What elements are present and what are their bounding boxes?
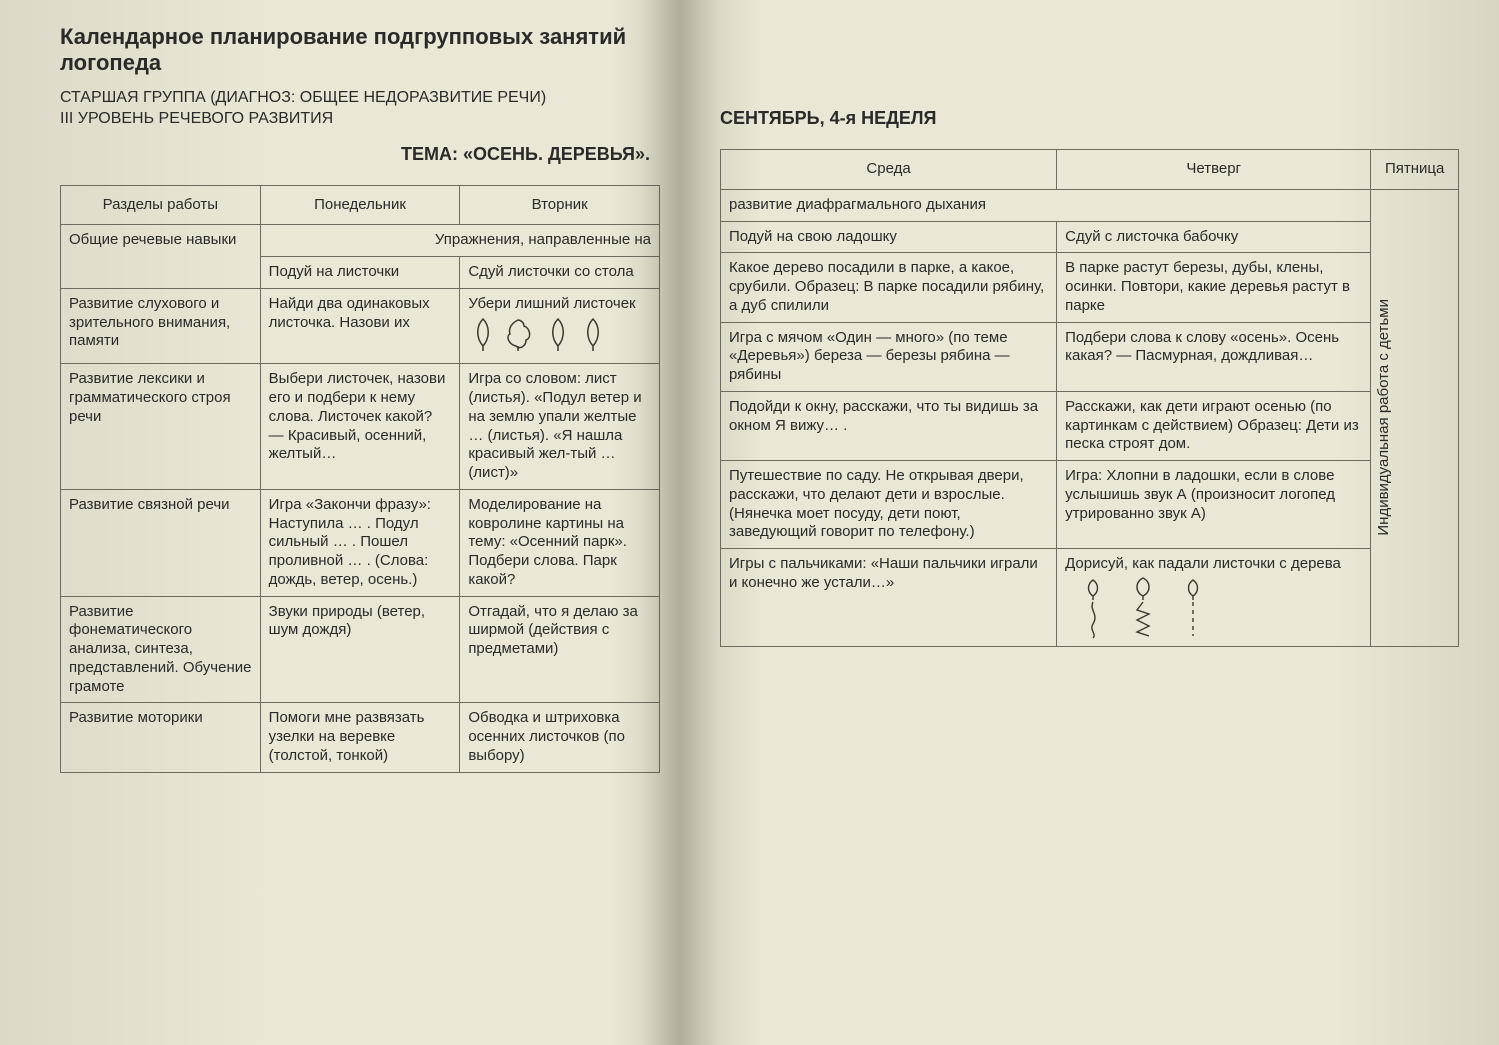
row-label-speech-skills: Общие речевые навыки: [61, 225, 261, 289]
cell-thu-draw-falling-leaves-text: Дорисуй, как падали листочки с дерева: [1065, 555, 1341, 572]
schedule-table-right: Среда Четверг Пятница развитие диафрагма…: [720, 149, 1459, 647]
spine-shadow-left: [640, 0, 680, 1045]
col-header-sections: Разделы работы: [61, 185, 261, 225]
col-header-thursday: Четверг: [1057, 150, 1371, 190]
cell-mon-finish-phrase: Игра «Закончи фразу»: Наступила … . Поду…: [260, 489, 460, 596]
theme-label: ТЕМА: «ОСЕНЬ. ДЕРЕВЬЯ».: [60, 144, 660, 165]
schedule-table-left: Разделы работы Понедельник Вторник Общие…: [60, 185, 660, 773]
table-header-row: Среда Четверг Пятница: [721, 150, 1459, 190]
cell-thu-draw-falling-leaves: Дорисуй, как падали листочки с дерева: [1057, 549, 1371, 647]
table-row: Развитие фонематического анализа, синтез…: [61, 596, 660, 703]
subtitle-line-1: СТАРШАЯ ГРУППА (ДИАГНОЗ: ОБЩЕЕ НЕДОРАЗВИ…: [60, 88, 660, 109]
cell-tue-remove-extra-leaf-text: Убери лишний листочек: [468, 295, 635, 312]
row-label-phonemic: Развитие фонематического анализа, синтез…: [61, 596, 261, 703]
cell-tue-trace-leaves: Обводка и штриховка осенних листочков (п…: [460, 703, 660, 772]
table-row: Путешествие по саду. Не открывая двери, …: [721, 461, 1459, 549]
cell-tue-guess-behind-screen: Отгадай, что я делаю за ширмой (действия…: [460, 596, 660, 703]
col-header-wednesday: Среда: [721, 150, 1057, 190]
cell-mon-find-leaves: Найди два одинаковых листочка. Назови их: [260, 288, 460, 364]
table-row: развитие диафрагмального дыхания Индивид…: [721, 189, 1459, 221]
week-date-label: СЕНТЯБРЬ, 4-я НЕДЕЛЯ: [720, 108, 1459, 129]
cell-mon-pick-leaf-words: Выбери листочек, назови его и подбери к …: [260, 364, 460, 490]
subtitle-line-2: III УРОВЕНЬ РЕЧЕВОГО РАЗВИТИЯ: [60, 109, 660, 130]
table-header-row: Разделы работы Понедельник Вторник: [61, 185, 660, 225]
table-row: Какое дерево посадили в парке, а какое, …: [721, 253, 1459, 322]
cell-wed-finger-games: Игры с пальчиками: «Наши пальчики играли…: [721, 549, 1057, 647]
row-label-attention-memory: Развитие слухового и зрительного внимани…: [61, 288, 261, 364]
friday-vertical-label: Индивидуальная работа с детьми: [1371, 295, 1398, 540]
cell-wed-window-view: Подойди к окну, расскажи, что ты видишь …: [721, 391, 1057, 460]
cell-wed-blow-palm: Подуй на свою ладошку: [721, 221, 1057, 253]
table-row: Подуй на свою ладошку Сдуй с листочка ба…: [721, 221, 1459, 253]
table-row: Развитие связной речи Игра «Закончи фраз…: [61, 489, 660, 596]
cell-wed-ball-game: Игра с мячом «Один — много» (по теме «Де…: [721, 322, 1057, 391]
cell-mon-blow-leaves: Подуй на листочки: [260, 257, 460, 289]
group-diagnosis-block: СТАРШАЯ ГРУППА (ДИАГНОЗ: ОБЩЕЕ НЕДОРАЗВИ…: [60, 88, 660, 130]
cell-wed-garden-journey: Путешествие по саду. Не открывая двери, …: [721, 461, 1057, 549]
row-label-connected-speech: Развитие связной речи: [61, 489, 261, 596]
exercises-span-right: развитие диафрагмального дыхания: [721, 189, 1371, 221]
cell-thu-kids-autumn-play: Расскажи, как дети играют осенью (по кар…: [1057, 391, 1371, 460]
table-row: Развитие моторики Помоги мне развязать у…: [61, 703, 660, 772]
leaf-icons-row: [468, 314, 618, 358]
table-row: Развитие лексики и грамматического строя…: [61, 364, 660, 490]
col-header-tuesday: Вторник: [460, 185, 660, 225]
col-header-friday: Пятница: [1371, 150, 1459, 190]
cell-thu-park-trees: В парке растут березы, дубы, клены, осин…: [1057, 253, 1371, 322]
table-row: Игра с мячом «Один — много» (по теме «Де…: [721, 322, 1459, 391]
exercises-span-left: Упражнения, направленные на: [260, 225, 659, 257]
col-header-monday: Понедельник: [260, 185, 460, 225]
table-row: Развитие слухового и зрительного внимани…: [61, 288, 660, 364]
cell-thu-autumn-words: Подбери слова к слову «осень». Осень как…: [1057, 322, 1371, 391]
cell-tue-carpet-modeling: Моделирование на ковролине картины на те…: [460, 489, 660, 596]
book-spread: Календарное планирование подгрупповых за…: [0, 0, 1499, 1045]
table-row: Игры с пальчиками: «Наши пальчики играли…: [721, 549, 1459, 647]
falling-leaves-doodle-icon: [1065, 574, 1245, 640]
cell-mon-untie-knots: Помоги мне развязать узелки на веревке (…: [260, 703, 460, 772]
cell-tue-word-game-leaf: Игра со словом: лист (листья). «Подул ве…: [460, 364, 660, 490]
friday-merged-cell: Индивидуальная работа с детьми: [1371, 189, 1459, 646]
cell-mon-nature-sounds: Звуки природы (ветер, шум дождя): [260, 596, 460, 703]
right-page: СЕНТЯБРЬ, 4-я НЕДЕЛЯ Среда Четверг Пятни…: [680, 0, 1499, 1045]
spine-shadow-right: [680, 0, 720, 1045]
left-page: Календарное планирование подгрупповых за…: [0, 0, 680, 1045]
row-label-motor-skills: Развитие моторики: [61, 703, 261, 772]
cell-thu-blow-butterfly: Сдуй с листочка бабочку: [1057, 221, 1371, 253]
table-row: Общие речевые навыки Упражнения, направл…: [61, 225, 660, 257]
page-title: Календарное планирование подгрупповых за…: [60, 24, 660, 76]
table-row: Подойди к окну, расскажи, что ты видишь …: [721, 391, 1459, 460]
row-label-lexis-grammar: Развитие лексики и грамматического строя…: [61, 364, 261, 490]
cell-wed-which-tree: Какое дерево посадили в парке, а какое, …: [721, 253, 1057, 322]
cell-tue-blow-leaves-table: Сдуй листочки со стола: [460, 257, 660, 289]
cell-tue-remove-extra-leaf: Убери лишний листочек: [460, 288, 660, 364]
cell-thu-clap-sound-a: Игра: Хлопни в ладошки, если в слове усл…: [1057, 461, 1371, 549]
